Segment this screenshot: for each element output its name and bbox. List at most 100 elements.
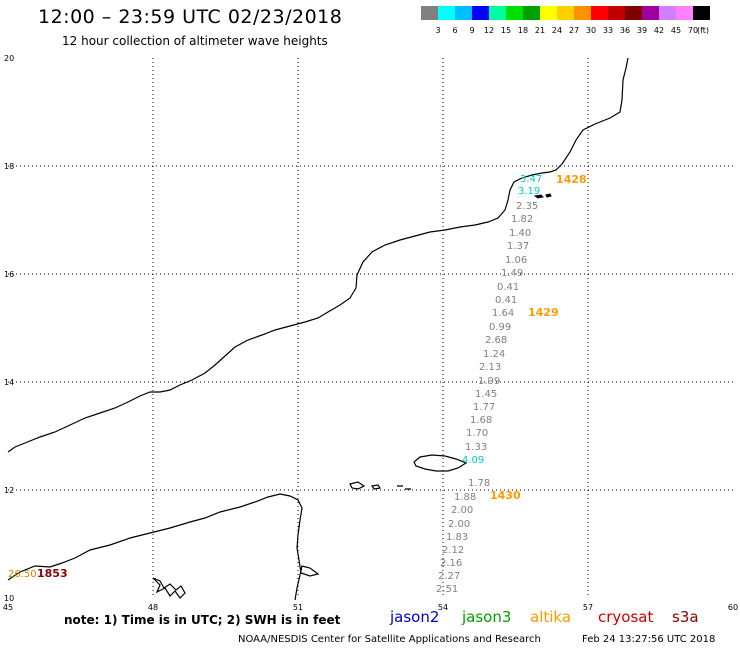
swh-value: 0.99 <box>489 322 511 333</box>
scale-swatch <box>421 6 438 20</box>
scale-swatch <box>659 6 676 20</box>
scale-label: 18 <box>517 26 529 35</box>
swh-value: 1.88 <box>454 492 476 503</box>
scale-swatch <box>676 6 693 20</box>
swh-value: 1.37 <box>507 241 529 252</box>
x-tick-label: 54 <box>438 603 448 612</box>
scale-swatch <box>472 6 489 20</box>
scale-swatch <box>693 6 710 20</box>
coastline <box>7 57 629 601</box>
swh-value: 2.68 <box>485 335 507 346</box>
y-tick-label: 14 <box>4 378 14 387</box>
swh-value: 1.64 <box>492 308 514 319</box>
map-title: 12:00 – 23:59 UTC 02/23/2018 <box>38 6 343 28</box>
swh-value: 2.35 <box>516 201 538 212</box>
x-tick-label: 57 <box>583 603 593 612</box>
y-tick-label: 10 <box>4 594 14 603</box>
scale-label: 30 <box>585 26 597 35</box>
satellite-legend-altika: altika <box>530 608 572 626</box>
scale-label: 15 <box>500 26 512 35</box>
scale-swatch <box>438 6 455 20</box>
swh-value: 3.19 <box>518 186 540 197</box>
scale-label: 33 <box>602 26 614 35</box>
scale-label: 36 <box>619 26 631 35</box>
y-tick-label: 12 <box>4 486 14 495</box>
swh-value: 1.82 <box>511 214 533 225</box>
scale-label: 42 <box>653 26 665 35</box>
scale-swatch <box>625 6 642 20</box>
masirah-island <box>413 454 468 472</box>
swh-value: 1.06 <box>505 255 527 266</box>
y-tick-label: 16 <box>4 270 14 279</box>
generation-timestamp: Feb 24 13:27:56 UTC 2018 <box>582 634 716 645</box>
swh-value: 1.40 <box>509 228 531 239</box>
scale-swatch <box>455 6 472 20</box>
coastline-main <box>7 493 320 601</box>
scale-swatch <box>523 6 540 20</box>
swh-value: 2.27 <box>438 571 460 582</box>
satellite-legend-cryosat: cryosat <box>598 608 654 626</box>
swh-value: 26.50 <box>8 569 37 580</box>
scale-unit: (ft) <box>697 26 710 35</box>
swh-value: 1.78 <box>468 478 490 489</box>
pass-time-label: 1428 <box>556 173 587 186</box>
credit-line: NOAA/NESDIS Center for Satellite Applica… <box>238 634 541 645</box>
coastline-upper <box>7 57 629 453</box>
swh-value: 0.41 <box>497 282 519 293</box>
satellite-legend-s3a: s3a <box>672 608 699 626</box>
swh-value: 1.77 <box>473 402 495 413</box>
pass-time-label: 1430 <box>490 489 521 502</box>
scale-swatch <box>489 6 506 20</box>
scale-label: 27 <box>568 26 580 35</box>
swh-value: 1.49 <box>501 268 523 279</box>
x-tick-label: 60 <box>728 603 738 612</box>
islet-north <box>533 193 552 199</box>
swh-value: 2.00 <box>451 505 473 516</box>
scale-swatch <box>574 6 591 20</box>
scale-label: 70 <box>687 26 699 35</box>
satellite-legend-jason3: jason3 <box>462 608 512 626</box>
scale-label: 24 <box>551 26 563 35</box>
swh-value: 0.41 <box>495 295 517 306</box>
scale-swatch <box>642 6 659 20</box>
scale-label: 45 <box>670 26 682 35</box>
swh-value: 1.83 <box>446 532 468 543</box>
x-tick-label: 51 <box>293 603 303 612</box>
scale-label: 12 <box>483 26 495 35</box>
swh-value: 1.24 <box>483 349 505 360</box>
scale-swatch <box>608 6 625 20</box>
x-tick-label: 45 <box>3 603 13 612</box>
y-tick-label: 18 <box>4 162 14 171</box>
swh-value: 2.16 <box>440 558 462 569</box>
scale-swatch <box>557 6 574 20</box>
swh-observations: 3.473.19 2.35 1.82 1.40 1.37 1.06 1.49 0.41 0.41… <box>8 174 542 595</box>
y-tick-label: 20 <box>4 54 14 63</box>
swh-value: 1.33 <box>465 442 487 453</box>
swh-value: 1.70 <box>466 428 488 439</box>
satellite-legend-jason2: jason2 <box>390 608 440 626</box>
socotra-islands <box>152 577 186 599</box>
swh-value: 4.09 <box>462 455 484 466</box>
islet-group <box>349 481 411 490</box>
swh-value: 2.00 <box>448 519 470 530</box>
lat-lon-grid: 45 48 51 54 57 60 10 12 14 16 18 20 <box>3 54 738 612</box>
scale-swatch <box>591 6 608 20</box>
scale-label: 21 <box>534 26 546 35</box>
swh-value: 2.12 <box>442 545 464 556</box>
scale-label: 3 <box>435 26 441 35</box>
map-subtitle: 12 hour collection of altimeter wave hei… <box>62 34 328 48</box>
pass-time-label: 1853 <box>37 567 68 580</box>
swh-value: 1.68 <box>470 415 492 426</box>
footer-note: note: 1) Time is in UTC; 2) SWH is in fe… <box>64 613 341 627</box>
swh-value: 2.13 <box>479 362 501 373</box>
scale-swatch <box>506 6 523 20</box>
swh-value: 2.51 <box>436 584 458 595</box>
scale-label: 39 <box>636 26 648 35</box>
scale-label: 6 <box>452 26 458 35</box>
swh-value: 1.99 <box>478 376 500 387</box>
scale-label: 9 <box>469 26 475 35</box>
x-tick-label: 48 <box>148 603 158 612</box>
pass-time-labels: 1428 1429 1430 1853 <box>37 173 587 580</box>
swh-value: 1.45 <box>475 389 497 400</box>
